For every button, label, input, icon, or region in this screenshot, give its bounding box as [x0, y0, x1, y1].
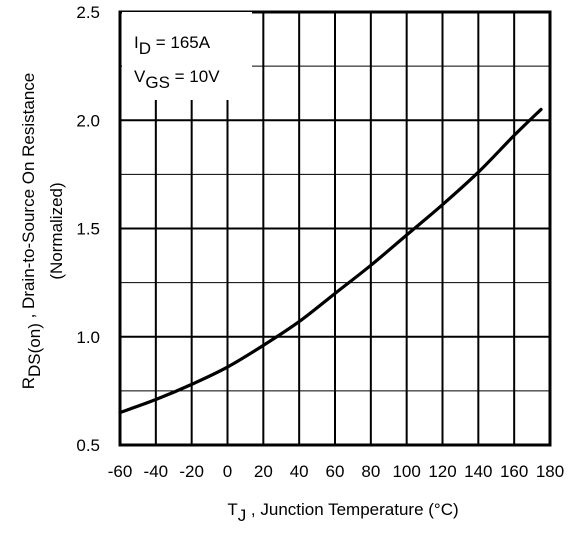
x-tick-label: 140 [464, 462, 492, 481]
x-tick-label: 80 [361, 462, 380, 481]
y-tick-label: 1.0 [76, 328, 100, 347]
x-tick-label: 180 [536, 462, 564, 481]
y-tick-label: 0.5 [76, 436, 100, 455]
x-tick-label: 0 [223, 462, 232, 481]
annotation-box [122, 12, 252, 100]
x-tick-label: -20 [179, 462, 204, 481]
y-tick-label: 2.5 [76, 3, 100, 22]
x-tick-label: 100 [392, 462, 420, 481]
series-layer [118, 107, 543, 415]
x-tick-label: -40 [144, 462, 169, 481]
x-tick-label: 60 [326, 462, 345, 481]
annotation-id: ID = 165A [134, 33, 211, 58]
axes: -60 -40 -20 0 20 40 60 80 100 120 140 160 180 0.5 1.0 1… [76, 3, 564, 481]
rds-on-curve [118, 107, 543, 415]
x-tick-label: 120 [428, 462, 456, 481]
x-tick-label: 20 [254, 462, 273, 481]
annotation-vgs: VGS = 10V [134, 67, 220, 92]
plot-frame [118, 10, 552, 447]
y-axis-label: RDS(on) , Drain-to-Source On Resistance [19, 73, 44, 390]
y-tick-label: 1.5 [76, 220, 100, 239]
y-tick-label: 2.0 [76, 111, 100, 130]
grid [120, 12, 550, 445]
x-tick-label: 40 [290, 462, 309, 481]
x-tick-label: 160 [500, 462, 528, 481]
y-axis-label-line2: (Normalized) [47, 182, 66, 279]
x-tick-label: -60 [108, 462, 133, 481]
x-axis-label: TJ , Junction Temperature (°C) [227, 500, 458, 525]
